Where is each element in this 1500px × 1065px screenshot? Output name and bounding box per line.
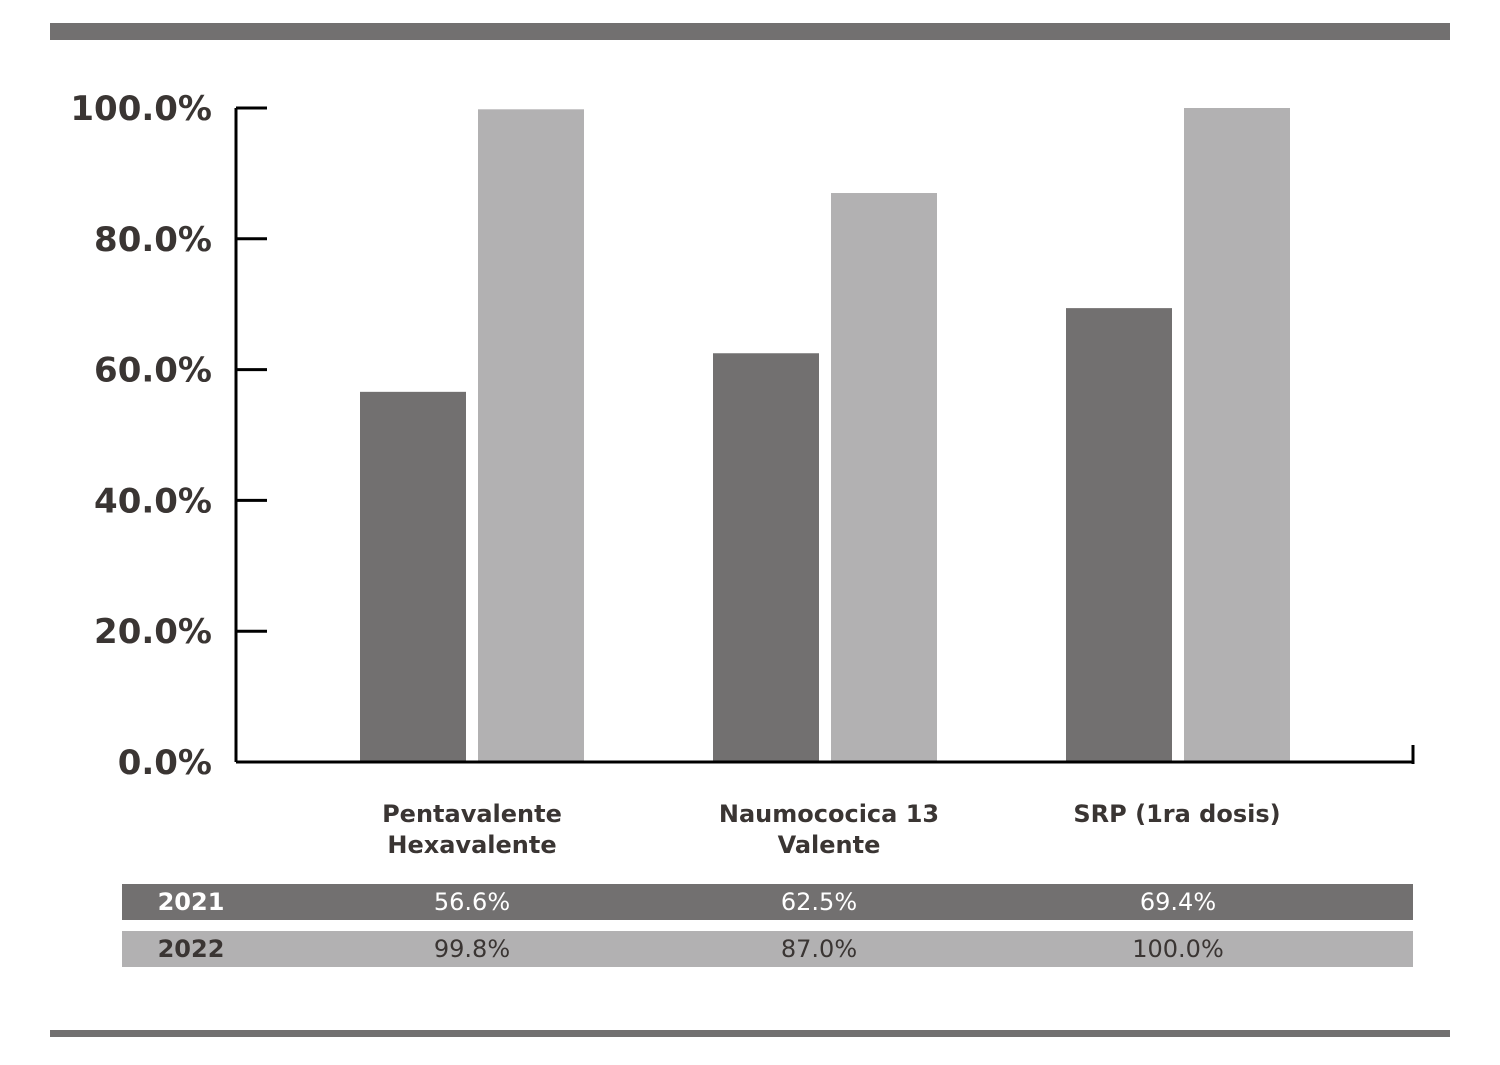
y-tick-label: 40.0% xyxy=(94,481,212,521)
bar-chart: 0.0% 20.0% 40.0% 60.0% 80.0% 100.0% Pentavalen… xyxy=(70,89,1415,859)
table-cell: 56.6% xyxy=(433,888,511,916)
top-rule xyxy=(50,23,1450,40)
table-year-label: 2021 xyxy=(157,888,225,916)
y-tick-label: 80.0% xyxy=(94,220,212,260)
table-cell: 62.5% xyxy=(780,888,858,916)
bar-2021-2 xyxy=(1066,308,1172,762)
table-cell: 99.8% xyxy=(433,935,511,963)
table-year-label: 2022 xyxy=(157,935,225,963)
x-category-label: Valente xyxy=(778,831,881,859)
y-tick-label: 0.0% xyxy=(118,743,212,783)
x-category-label: Pentavalente xyxy=(382,800,562,828)
bar-2022-2 xyxy=(1184,108,1290,762)
table-cell: 87.0% xyxy=(780,935,858,963)
x-category-label: Hexavalente xyxy=(387,831,556,859)
bar-2021-1 xyxy=(713,353,819,762)
bar-2021-0 xyxy=(360,391,466,762)
data-table-row-2021: 2021 56.6% 62.5% 69.4% xyxy=(122,884,1413,920)
data-table-row-2022: 2022 99.8% 87.0% 100.0% xyxy=(122,931,1413,967)
y-tick-label: 20.0% xyxy=(94,612,212,652)
y-tick-label: 100.0% xyxy=(70,89,212,129)
bottom-rule xyxy=(50,1030,1450,1037)
x-category-label: Naumococica 13 xyxy=(719,800,939,828)
table-cell: 100.0% xyxy=(1132,935,1224,963)
bar-2022-1 xyxy=(831,193,937,762)
x-category-label: SRP (1ra dosis) xyxy=(1073,800,1280,828)
bar-2022-0 xyxy=(478,109,584,763)
table-cell: 69.4% xyxy=(1139,888,1217,916)
y-tick-label: 60.0% xyxy=(94,351,212,391)
